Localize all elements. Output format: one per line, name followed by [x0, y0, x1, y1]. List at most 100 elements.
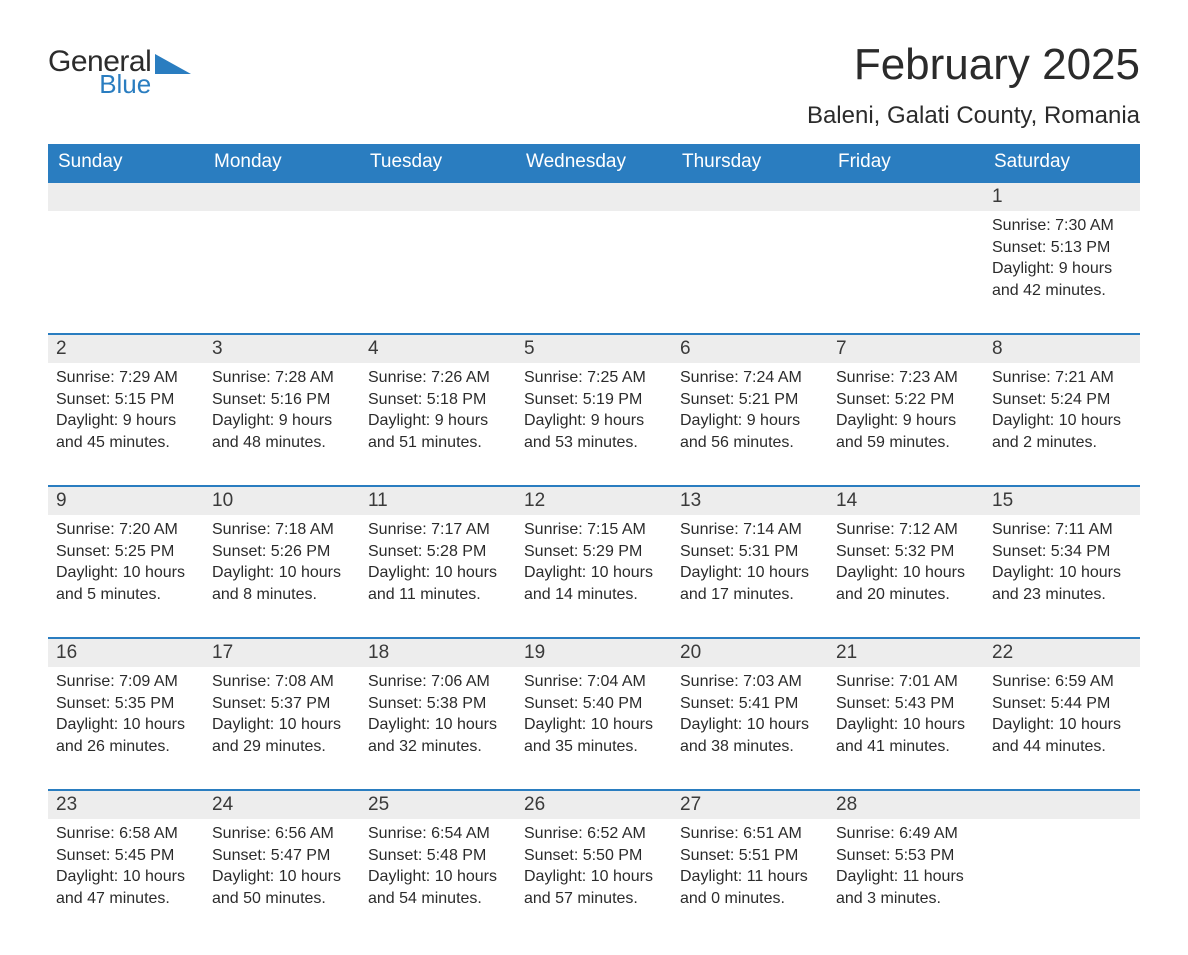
day1-text: Daylight: 10 hours: [56, 562, 196, 584]
dayname: Thursday: [672, 144, 828, 181]
day2-text: and 42 minutes.: [992, 280, 1132, 302]
sunrise-text: Sunrise: 6:52 AM: [524, 823, 664, 845]
day-number: 7: [828, 335, 984, 363]
sunset-text: Sunset: 5:41 PM: [680, 693, 820, 715]
calendar-week: 16171819202122Sunrise: 7:09 AMSunset: 5:…: [48, 637, 1140, 763]
day1-text: Daylight: 10 hours: [992, 562, 1132, 584]
calendar-cell: Sunrise: 7:03 AMSunset: 5:41 PMDaylight:…: [672, 667, 828, 763]
day2-text: and 50 minutes.: [212, 888, 352, 910]
calendar-cell: Sunrise: 7:04 AMSunset: 5:40 PMDaylight:…: [516, 667, 672, 763]
day-number: 19: [516, 639, 672, 667]
sunrise-text: Sunrise: 7:17 AM: [368, 519, 508, 541]
calendar-cell: [204, 211, 360, 307]
sunrise-text: Sunrise: 6:59 AM: [992, 671, 1132, 693]
day2-text: and 26 minutes.: [56, 736, 196, 758]
day2-text: and 47 minutes.: [56, 888, 196, 910]
sunrise-text: Sunrise: 7:26 AM: [368, 367, 508, 389]
sunrise-text: Sunrise: 7:06 AM: [368, 671, 508, 693]
day1-text: Daylight: 10 hours: [524, 562, 664, 584]
sunset-text: Sunset: 5:51 PM: [680, 845, 820, 867]
sunrise-text: Sunrise: 7:09 AM: [56, 671, 196, 693]
logo-text: General Blue: [48, 48, 151, 96]
daynum-row: 1: [48, 183, 1140, 211]
day2-text: and 57 minutes.: [524, 888, 664, 910]
day1-text: Daylight: 10 hours: [680, 714, 820, 736]
weeks-container: 1Sunrise: 7:30 AMSunset: 5:13 PMDaylight…: [48, 181, 1140, 915]
day-number: 8: [984, 335, 1140, 363]
dayname: Friday: [828, 144, 984, 181]
sunrise-text: Sunrise: 7:28 AM: [212, 367, 352, 389]
sunrise-text: Sunrise: 6:54 AM: [368, 823, 508, 845]
sunset-text: Sunset: 5:40 PM: [524, 693, 664, 715]
day2-text: and 20 minutes.: [836, 584, 976, 606]
calendar-cell: Sunrise: 7:28 AMSunset: 5:16 PMDaylight:…: [204, 363, 360, 459]
calendar-cell: Sunrise: 7:30 AMSunset: 5:13 PMDaylight:…: [984, 211, 1140, 307]
sunset-text: Sunset: 5:21 PM: [680, 389, 820, 411]
day2-text: and 3 minutes.: [836, 888, 976, 910]
calendar-cell: Sunrise: 6:59 AMSunset: 5:44 PMDaylight:…: [984, 667, 1140, 763]
sunrise-text: Sunrise: 6:58 AM: [56, 823, 196, 845]
day2-text: and 45 minutes.: [56, 432, 196, 454]
sunset-text: Sunset: 5:37 PM: [212, 693, 352, 715]
day-number: 11: [360, 487, 516, 515]
month-title: February 2025: [807, 40, 1140, 90]
calendar-cell: Sunrise: 7:09 AMSunset: 5:35 PMDaylight:…: [48, 667, 204, 763]
day1-text: Daylight: 9 hours: [524, 410, 664, 432]
day-number: 4: [360, 335, 516, 363]
header: General Blue February 2025 Baleni, Galat…: [48, 40, 1140, 130]
sunrise-text: Sunrise: 7:25 AM: [524, 367, 664, 389]
logo-triangle-icon: [155, 48, 191, 74]
calendar-week: 2345678Sunrise: 7:29 AMSunset: 5:15 PMDa…: [48, 333, 1140, 459]
day1-text: Daylight: 9 hours: [56, 410, 196, 432]
day-number: 21: [828, 639, 984, 667]
day1-text: Daylight: 10 hours: [836, 714, 976, 736]
sunrise-text: Sunrise: 6:56 AM: [212, 823, 352, 845]
day2-text: and 51 minutes.: [368, 432, 508, 454]
calendar-cell: Sunrise: 7:18 AMSunset: 5:26 PMDaylight:…: [204, 515, 360, 611]
sunset-text: Sunset: 5:47 PM: [212, 845, 352, 867]
sunset-text: Sunset: 5:13 PM: [992, 237, 1132, 259]
day-number: 3: [204, 335, 360, 363]
day1-text: Daylight: 10 hours: [212, 866, 352, 888]
day2-text: and 11 minutes.: [368, 584, 508, 606]
day2-text: and 53 minutes.: [524, 432, 664, 454]
dayname: Tuesday: [360, 144, 516, 181]
sunset-text: Sunset: 5:38 PM: [368, 693, 508, 715]
day1-text: Daylight: 9 hours: [836, 410, 976, 432]
sunrise-text: Sunrise: 7:29 AM: [56, 367, 196, 389]
title-block: February 2025 Baleni, Galati County, Rom…: [807, 40, 1140, 130]
dayname: Wednesday: [516, 144, 672, 181]
day1-text: Daylight: 10 hours: [212, 562, 352, 584]
day-number: [516, 183, 672, 211]
day1-text: Daylight: 10 hours: [368, 714, 508, 736]
calendar-cell: Sunrise: 7:24 AMSunset: 5:21 PMDaylight:…: [672, 363, 828, 459]
sunset-text: Sunset: 5:28 PM: [368, 541, 508, 563]
day1-text: Daylight: 9 hours: [992, 258, 1132, 280]
day-number: 26: [516, 791, 672, 819]
sunset-text: Sunset: 5:19 PM: [524, 389, 664, 411]
sunset-text: Sunset: 5:24 PM: [992, 389, 1132, 411]
calendar-cell: [48, 211, 204, 307]
calendar-cell: Sunrise: 7:11 AMSunset: 5:34 PMDaylight:…: [984, 515, 1140, 611]
sunrise-text: Sunrise: 7:18 AM: [212, 519, 352, 541]
day2-text: and 54 minutes.: [368, 888, 508, 910]
day1-text: Daylight: 9 hours: [368, 410, 508, 432]
calendar-cell: Sunrise: 7:08 AMSunset: 5:37 PMDaylight:…: [204, 667, 360, 763]
calendar-cell: Sunrise: 6:56 AMSunset: 5:47 PMDaylight:…: [204, 819, 360, 915]
location-subtitle: Baleni, Galati County, Romania: [807, 102, 1140, 130]
logo: General Blue: [48, 40, 191, 96]
calendar-cell: Sunrise: 7:14 AMSunset: 5:31 PMDaylight:…: [672, 515, 828, 611]
sunset-text: Sunset: 5:29 PM: [524, 541, 664, 563]
day2-text: and 38 minutes.: [680, 736, 820, 758]
day1-text: Daylight: 10 hours: [992, 714, 1132, 736]
calendar-week: 232425262728Sunrise: 6:58 AMSunset: 5:45…: [48, 789, 1140, 915]
day-number: 13: [672, 487, 828, 515]
day-number: [828, 183, 984, 211]
sunset-text: Sunset: 5:48 PM: [368, 845, 508, 867]
day-number: 6: [672, 335, 828, 363]
calendar-cell: [828, 211, 984, 307]
sunrise-text: Sunrise: 7:30 AM: [992, 215, 1132, 237]
day1-text: Daylight: 9 hours: [212, 410, 352, 432]
day2-text: and 29 minutes.: [212, 736, 352, 758]
sunset-text: Sunset: 5:18 PM: [368, 389, 508, 411]
